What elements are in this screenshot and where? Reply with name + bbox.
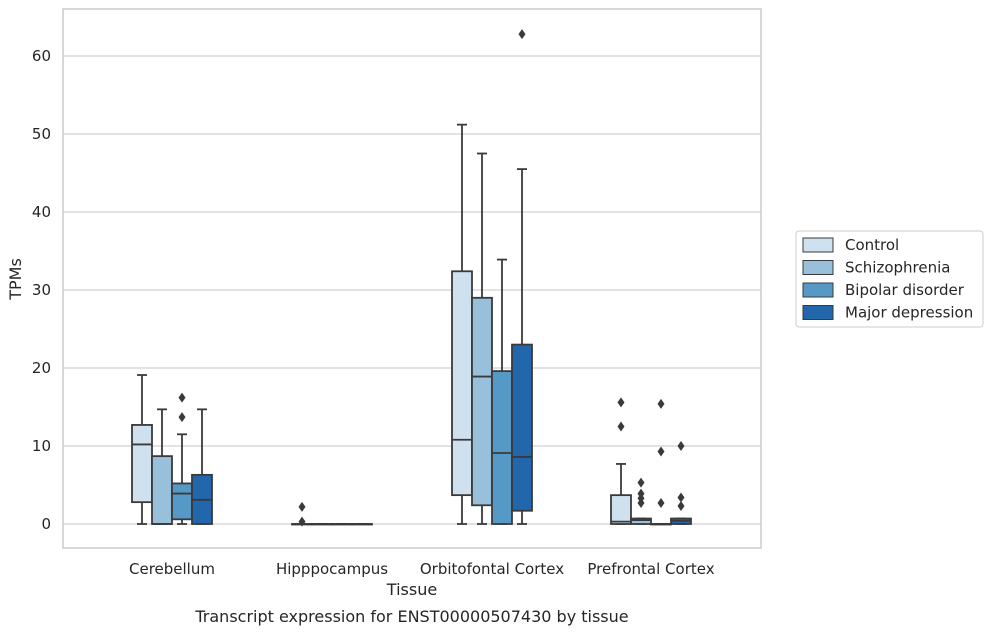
outlier-point (518, 29, 526, 40)
y-tick-label: 50 (32, 125, 51, 143)
outlier-point (617, 421, 625, 432)
box-plot (650, 398, 672, 526)
y-axis-label: TPMs (6, 258, 25, 301)
outlier-point (677, 492, 685, 503)
x-tick-label: Cerebellum (129, 560, 215, 578)
box-plot (191, 408, 213, 525)
x-axis-label: Tissue (386, 580, 437, 599)
box-plot (630, 477, 652, 525)
legend-label: Major depression (845, 304, 973, 322)
box (610, 494, 632, 525)
box-plot (151, 408, 173, 525)
box (471, 296, 493, 507)
box-plots (131, 29, 692, 527)
box-plot (351, 523, 373, 526)
box (451, 270, 473, 497)
legend-swatch (802, 260, 834, 275)
gridlines (63, 55, 761, 525)
outlier-point (637, 497, 645, 508)
outlier-point (178, 392, 186, 403)
legend-swatch (802, 237, 834, 253)
legend-label: Schizophrenia (845, 259, 950, 277)
outlier-point (677, 441, 685, 451)
outlier-point (657, 446, 665, 457)
outlier-point (657, 497, 665, 508)
x-tick-label: Prefrontal Cortex (587, 560, 714, 578)
box-plot (331, 523, 353, 526)
box (171, 482, 193, 521)
legend-label: Control (845, 236, 899, 254)
box-plot (610, 397, 632, 525)
legend-frame (795, 230, 984, 328)
box-plot (670, 441, 692, 525)
y-tick-label: 60 (32, 47, 51, 65)
outlier-point (657, 398, 665, 409)
box (131, 424, 153, 504)
box-plot (491, 258, 513, 525)
box-plot (471, 152, 493, 525)
legend-swatch (802, 282, 834, 298)
x-tick-label: Hipppocampus (276, 560, 388, 578)
y-tick-label: 20 (32, 359, 51, 377)
outlier-point (677, 501, 685, 512)
plot-area (62, 8, 762, 549)
box-plot (511, 29, 533, 525)
y-tick-label: 0 (41, 515, 51, 533)
y-tick-label: 40 (32, 203, 51, 221)
box-plot (451, 123, 473, 525)
outlier-point (178, 412, 186, 423)
box-plot (311, 523, 333, 526)
outlier-point (617, 397, 625, 408)
box (511, 343, 533, 512)
box-plot (131, 374, 153, 525)
chart-caption: Transcript expression for ENST0000050743… (194, 607, 628, 626)
y-tick-label: 10 (32, 437, 51, 455)
box (151, 455, 173, 525)
box-plot (291, 501, 313, 527)
outlier-point (637, 477, 645, 488)
y-tick-label: 30 (32, 281, 51, 299)
box-plot (171, 392, 193, 525)
box (630, 517, 652, 525)
legend-swatch (802, 305, 834, 320)
y-tick-labels: 0 10 20 30 40 50 60 (32, 47, 51, 533)
x-tick-labels: Cerebellum Hipppocampus Orbitofontal Corte… (129, 560, 715, 578)
outlier-point (298, 501, 306, 512)
outlier-point (298, 516, 306, 527)
legend-label: Bipolar disorder (845, 281, 965, 299)
legend: Control Schizophrenia Bipolar disorder Majo… (795, 230, 984, 328)
box (491, 370, 513, 525)
x-tick-label: Orbitofontal Cortex (420, 560, 564, 578)
